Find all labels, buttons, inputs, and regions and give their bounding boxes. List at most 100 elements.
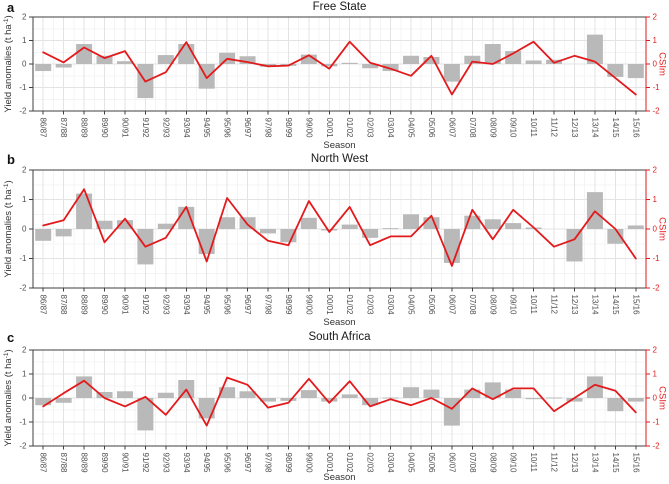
yield-anomaly-bar — [76, 193, 93, 229]
yield-anomaly-bar — [362, 398, 379, 406]
yield-anomaly-bar — [607, 229, 624, 244]
yield-anomaly-bar — [566, 229, 583, 262]
x-tick-label: 10/11 — [529, 118, 538, 138]
yield-anomaly-bar — [178, 44, 195, 64]
x-tick-label: 95/96 — [223, 295, 232, 316]
yield-anomaly-bar — [76, 376, 93, 398]
panel-letter: a — [7, 0, 15, 15]
x-tick-label: 89/90 — [100, 453, 109, 474]
x-tick-label: 91/92 — [141, 453, 150, 474]
y-axis-title-left: Yield anomalies (t ha-1) — [3, 15, 14, 112]
y-axis-title-right: CSIm — [657, 386, 668, 410]
x-tick-label: 97/98 — [263, 295, 272, 316]
x-tick-label: 87/88 — [59, 295, 68, 316]
yield-anomaly-bar — [96, 220, 113, 229]
x-tick-label: 96/97 — [243, 295, 252, 316]
x-tick-label: 87/88 — [59, 453, 68, 474]
x-tick-label: 04/05 — [407, 453, 416, 474]
yield-anomaly-bar — [239, 391, 256, 398]
x-tick-label: 95/96 — [223, 118, 232, 139]
x-tick-label: 15/16 — [631, 118, 640, 139]
yield-anomaly-bar — [96, 55, 113, 64]
yield-anomaly-bar — [341, 62, 358, 64]
y-tick-label-right: 2 — [653, 166, 658, 175]
y-tick-label-left: 1 — [22, 195, 27, 204]
yield-anomaly-bar — [423, 56, 440, 64]
x-tick-label: 92/93 — [161, 453, 170, 474]
panel-a: 2 2 1 1 0 0 -1 -1 -2 -2 86/87 87/88 88/89 89/90 90/91 9… — [0, 0, 669, 152]
yield-anomaly-bar — [157, 392, 174, 398]
x-tick-label: 86/87 — [39, 295, 48, 316]
panel-letter: b — [7, 152, 15, 167]
yield-anomaly-bar — [546, 397, 563, 399]
y-tick-label-right: 1 — [653, 370, 658, 379]
x-tick-label: 05/06 — [427, 295, 436, 316]
x-tick-label: 98/99 — [284, 295, 293, 316]
yield-anomaly-bar — [280, 229, 297, 243]
yield-anomaly-bar — [157, 55, 174, 64]
x-tick-label: 10/11 — [529, 453, 538, 473]
panel-c: 2 2 1 1 0 0 -1 -1 -2 -2 86/87 87/88 88/89 89/90 90/91 9… — [0, 330, 669, 484]
x-tick-label: 90/91 — [120, 118, 129, 139]
x-tick-label: 88/89 — [80, 453, 89, 474]
chart-canvas-north-west: 2 2 1 1 0 0 -1 -1 -2 -2 86/87 87/88 88/89 89/90 90/91 9… — [3, 166, 668, 316]
yield-anomaly-bar — [341, 394, 358, 398]
yield-anomaly-bar — [505, 223, 522, 229]
x-tick-label: 12/13 — [570, 118, 579, 139]
x-tick-label: 08/09 — [488, 118, 497, 139]
yield-anomaly-bar — [55, 398, 72, 403]
x-tick-label: 07/08 — [468, 295, 477, 316]
x-tick-label: 06/07 — [447, 295, 456, 316]
yield-anomaly-bar — [321, 229, 338, 231]
yield-anomaly-bar — [403, 55, 420, 64]
x-tick-label: 90/91 — [120, 295, 129, 316]
x-tick-label: 01/02 — [345, 295, 354, 316]
yield-anomaly-bar — [219, 217, 236, 229]
yield-anomaly-bar — [403, 214, 420, 229]
x-tick-label: 14/15 — [611, 295, 620, 316]
yield-anomaly-bar — [341, 224, 358, 229]
yield-anomaly-bar — [157, 223, 174, 229]
x-tick-label: 94/95 — [202, 295, 211, 316]
x-tick-label: 03/04 — [386, 118, 395, 139]
x-tick-label: 07/08 — [468, 118, 477, 139]
chart-canvas-free-state: 2 2 1 1 0 0 -1 -1 -2 -2 86/87 87/88 88/89 89/90 90/91 9… — [3, 13, 668, 139]
yield-anomaly-bar — [137, 398, 154, 431]
x-tick-label: 02/03 — [366, 118, 375, 139]
y-axis-title-left: Yield anomalies (t ha-1) — [3, 180, 14, 277]
x-tick-label: 12/13 — [570, 453, 579, 474]
yield-anomaly-bar — [464, 55, 481, 64]
x-tick-label: 06/07 — [447, 453, 456, 474]
yield-anomaly-bar — [35, 398, 52, 406]
yield-anomaly-bar — [382, 64, 399, 72]
x-tick-label: 94/95 — [202, 453, 211, 474]
y-tick-label-right: -2 — [653, 107, 661, 116]
yield-anomaly-bar — [443, 64, 460, 82]
x-tick-label: 93/94 — [182, 118, 191, 139]
yield-anomaly-bar — [525, 398, 542, 400]
y-tick-label-left: -1 — [19, 254, 27, 263]
y-tick-label-right: 2 — [653, 346, 658, 355]
yield-anomaly-bar — [484, 219, 501, 229]
yield-anomaly-bar — [607, 398, 624, 412]
x-tick-label: 06/07 — [447, 118, 456, 139]
yield-anomaly-bar — [484, 382, 501, 398]
x-tick-label: 00/01 — [325, 453, 334, 474]
x-tick-label: 93/94 — [182, 453, 191, 474]
y-tick-label-right: 0 — [653, 394, 658, 403]
x-tick-label: 96/97 — [243, 118, 252, 139]
yield-anomaly-bar — [505, 51, 522, 64]
yield-anomaly-bar — [321, 398, 338, 402]
yield-anomaly-bar — [259, 398, 276, 402]
csim-line — [42, 376, 637, 427]
y-tick-label-right: 2 — [653, 13, 658, 22]
x-tick-label: 97/98 — [263, 453, 272, 474]
x-tick-label: 94/95 — [202, 118, 211, 139]
x-tick-label: 14/15 — [611, 453, 620, 474]
yield-anomaly-bar — [178, 206, 195, 229]
yield-anomaly-bar — [362, 64, 379, 69]
x-tick-label: 00/01 — [325, 118, 334, 139]
yield-anomaly-bar — [382, 397, 399, 399]
y-tick-label-left: 2 — [22, 166, 27, 175]
